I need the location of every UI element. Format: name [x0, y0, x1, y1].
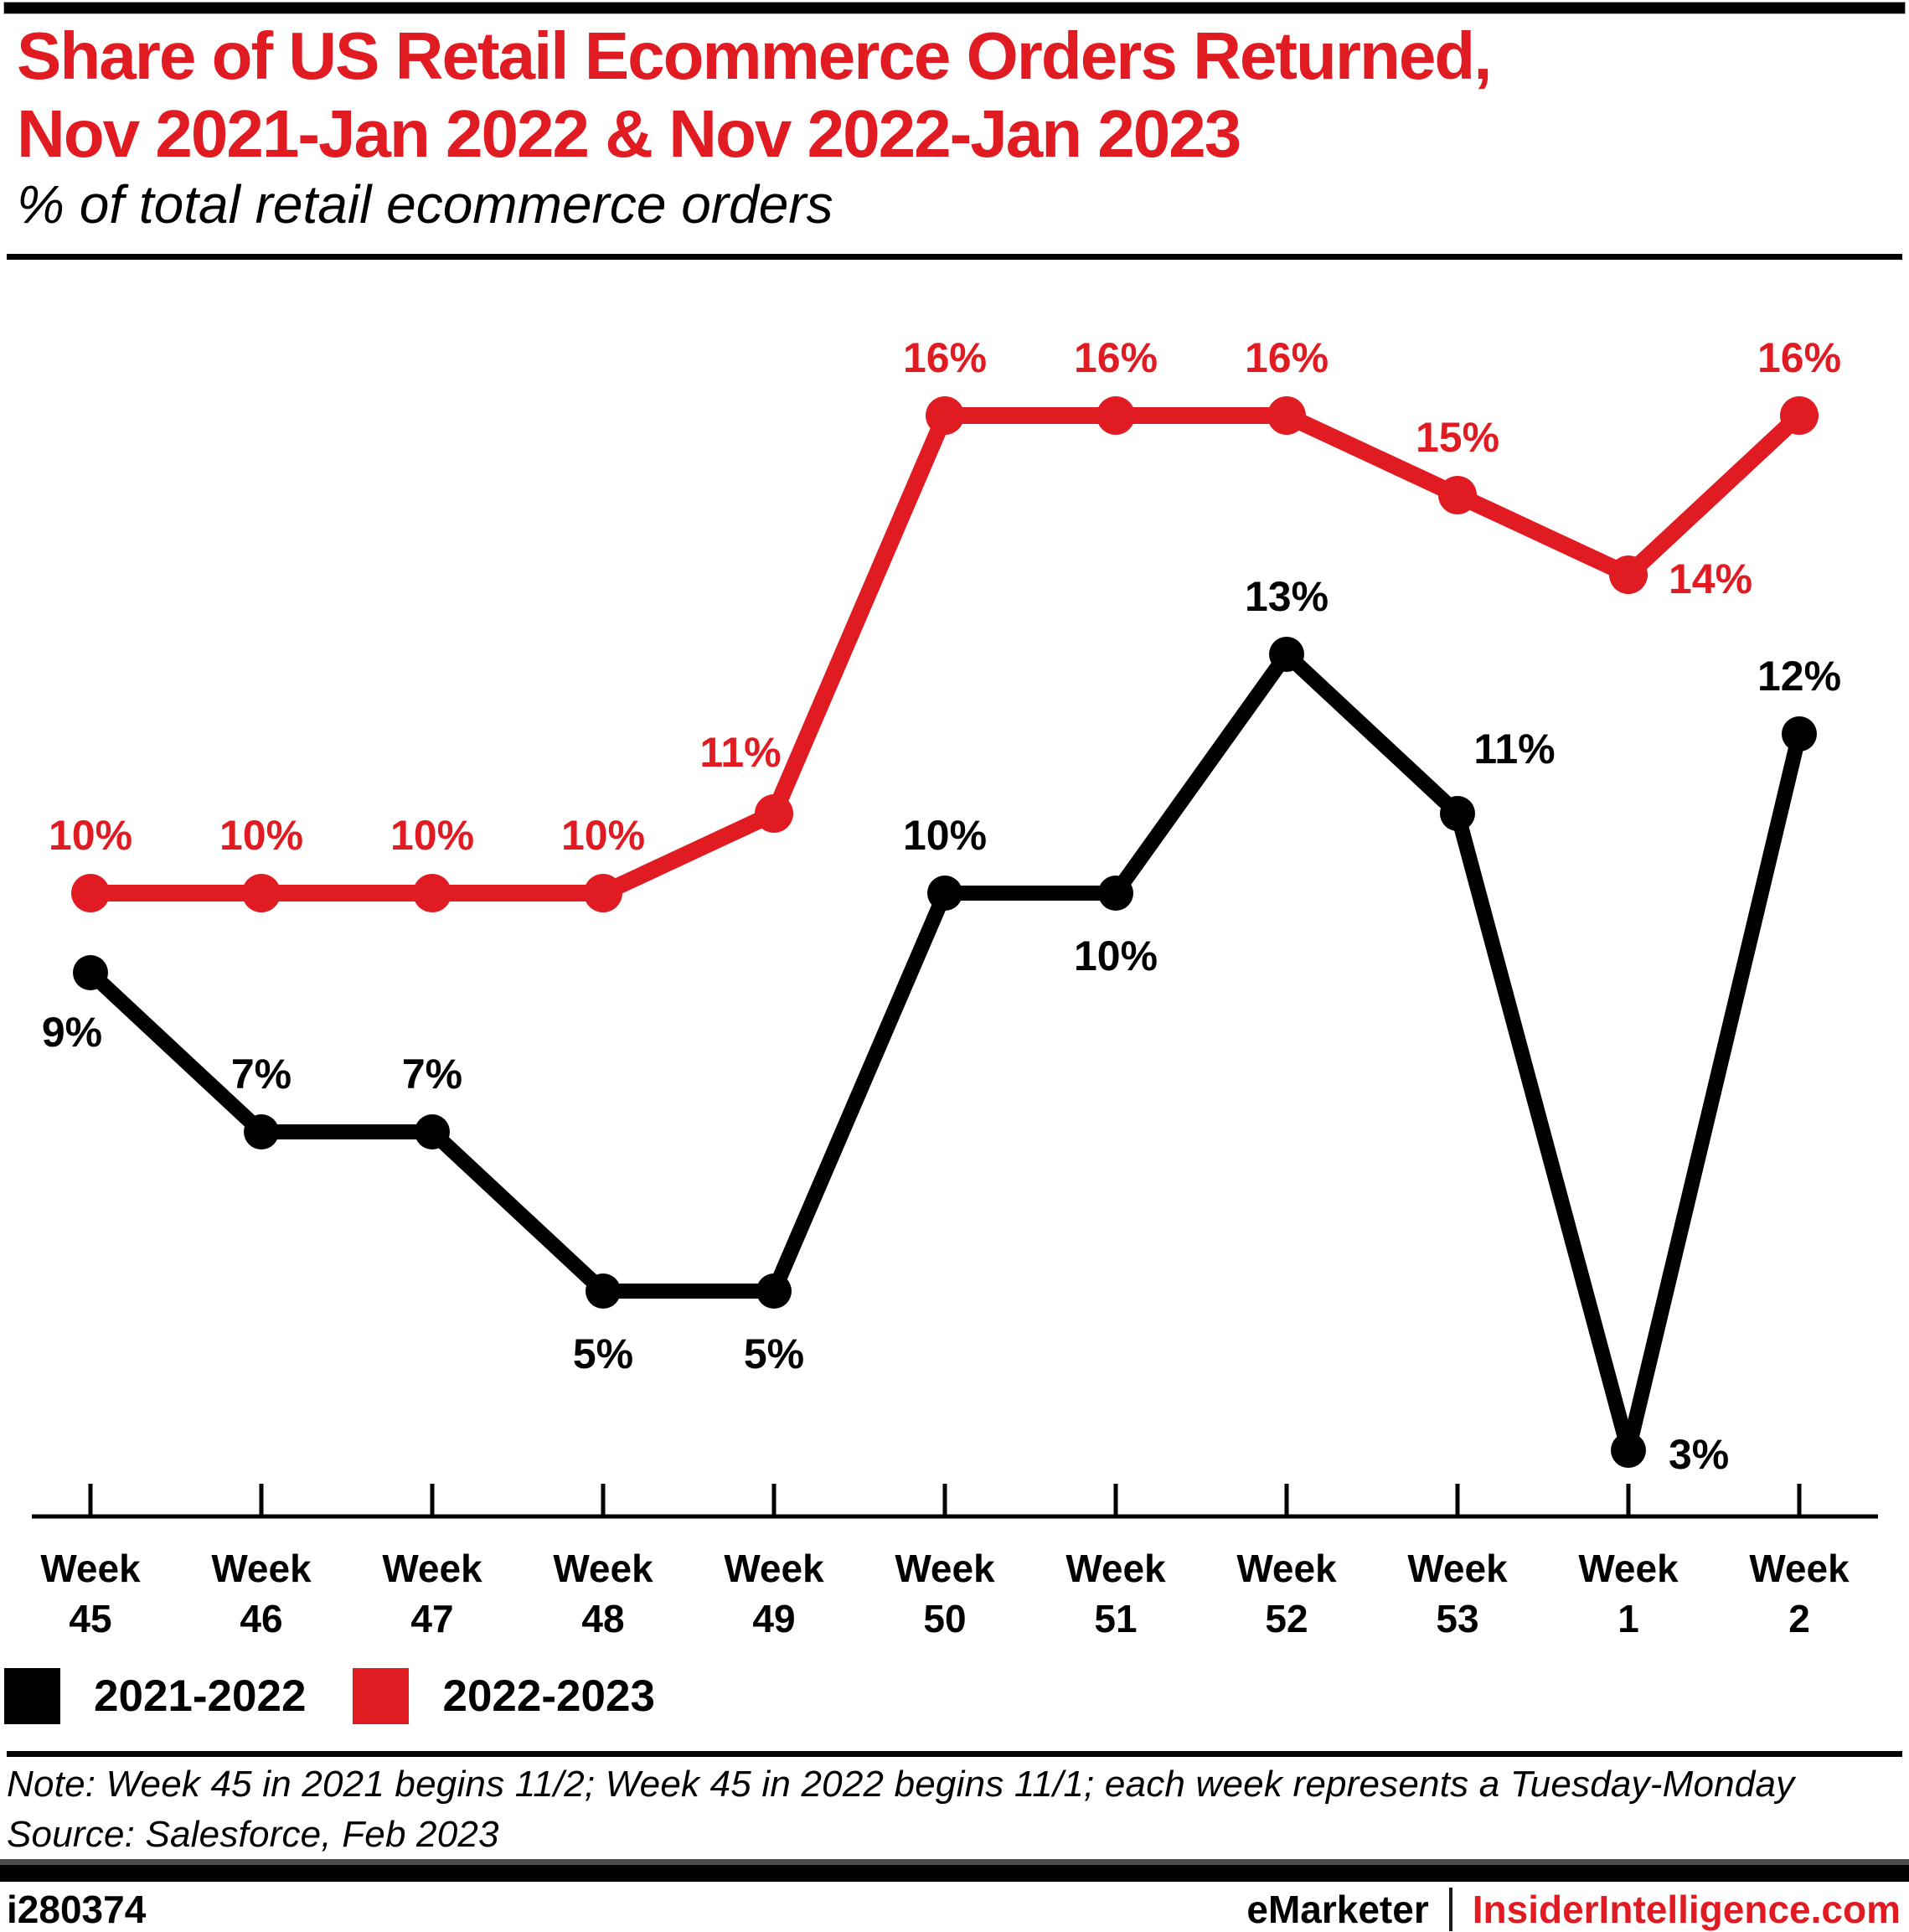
header-divider	[7, 254, 1902, 260]
chart-title: Share of US Retail Ecommerce Orders Retu…	[17, 17, 1892, 173]
data-label: 15%	[1416, 414, 1499, 461]
data-label: 14%	[1669, 555, 1752, 602]
data-label: 16%	[1074, 334, 1158, 381]
data-label: 10%	[1074, 932, 1158, 979]
data-point	[756, 1273, 792, 1309]
emarketer-logo: eMarketer	[1246, 1888, 1429, 1931]
data-point	[755, 794, 793, 833]
data-label: 11%	[699, 729, 781, 776]
chart-subtitle: % of total retail ecommerce orders	[17, 174, 833, 235]
data-point	[1440, 796, 1475, 831]
x-tick-label-number: 49	[752, 1597, 795, 1640]
legend-label: 2021-2022	[94, 1671, 307, 1721]
brand-separator	[1448, 1888, 1452, 1931]
x-tick-label-number: 53	[1436, 1597, 1478, 1640]
x-tick-label-number: 50	[923, 1597, 966, 1640]
data-point	[1267, 396, 1306, 435]
data-label: 7%	[231, 1051, 292, 1098]
data-point	[415, 1114, 450, 1149]
data-point	[1438, 476, 1477, 514]
data-label: 7%	[402, 1051, 462, 1098]
legend-label: 2022-2023	[442, 1671, 655, 1721]
x-tick-label-top: Week	[1749, 1547, 1850, 1590]
data-label: 10%	[49, 812, 132, 859]
data-point	[244, 1114, 279, 1149]
x-tick-label-number: 1	[1617, 1597, 1639, 1640]
data-label: 16%	[1757, 334, 1841, 381]
legend-swatch-red	[353, 1668, 410, 1724]
data-label: 9%	[42, 1009, 102, 1056]
chart-id: i280374	[7, 1888, 147, 1931]
x-tick-label-top: Week	[724, 1547, 824, 1590]
x-tick-label-top: Week	[1407, 1547, 1508, 1590]
data-point	[1780, 396, 1819, 435]
x-tick-label-top: Week	[211, 1547, 312, 1590]
note-text: Note: Week 45 in 2021 begins 11/2; Week …	[7, 1764, 1795, 1805]
x-tick-label-number: 52	[1265, 1597, 1308, 1640]
chart-title-line2: Nov 2021-Jan 2022 & Nov 2022-Jan 2023	[17, 96, 1241, 171]
data-label: 10%	[219, 812, 303, 859]
data-point	[1098, 876, 1133, 911]
data-label: 3%	[1669, 1431, 1729, 1478]
data-label: 11%	[1473, 726, 1555, 772]
data-point	[413, 874, 451, 912]
data-label: 16%	[1245, 334, 1329, 381]
data-label: 16%	[903, 334, 987, 381]
data-point	[584, 874, 622, 912]
data-point	[926, 396, 964, 435]
x-tick-label-top: Week	[1578, 1547, 1679, 1590]
x-tick-label-top: Week	[895, 1547, 995, 1590]
footnote: Note: Week 45 in 2021 begins 11/2; Week …	[7, 1763, 1902, 1857]
legend-item-2021-2022: 2021-2022	[4, 1668, 306, 1724]
x-tick-label-number: 45	[69, 1597, 111, 1640]
x-tick-label-top: Week	[553, 1547, 653, 1590]
footnote-divider	[7, 1751, 1902, 1757]
data-point	[71, 874, 110, 912]
data-point	[1609, 555, 1648, 594]
legend: 2021-2022 2022-2023	[4, 1668, 655, 1724]
top-black-bar	[3, 2, 1906, 14]
legend-item-2022-2023: 2022-2023	[353, 1668, 655, 1724]
data-point	[586, 1273, 621, 1309]
x-tick-label-number: 51	[1094, 1597, 1137, 1640]
data-point	[242, 874, 281, 912]
legend-swatch-black	[4, 1668, 60, 1724]
data-point	[1096, 396, 1135, 435]
x-tick-label-number: 48	[581, 1597, 624, 1640]
data-label: 10%	[561, 812, 645, 859]
data-label: 10%	[390, 812, 474, 859]
x-tick-label-top: Week	[40, 1547, 141, 1590]
brand-group: eMarketer InsiderIntelligence.com	[1246, 1887, 1901, 1932]
x-tick-label-top: Week	[382, 1547, 482, 1590]
data-point	[1782, 716, 1817, 752]
data-point	[1269, 637, 1304, 672]
data-label: 13%	[1245, 573, 1329, 620]
data-point	[927, 876, 962, 911]
data-label: 10%	[903, 812, 987, 859]
footer-black-bar	[0, 1859, 1909, 1882]
data-label: 5%	[744, 1330, 804, 1377]
data-point	[1611, 1433, 1646, 1468]
x-tick-label-number: 2	[1788, 1597, 1810, 1640]
source-text: Source: Salesforce, Feb 2023	[7, 1814, 499, 1855]
x-tick-label-top: Week	[1236, 1547, 1337, 1590]
data-label: 5%	[573, 1330, 633, 1377]
x-tick-label-number: 46	[240, 1597, 282, 1640]
x-tick-label-top: Week	[1065, 1547, 1166, 1590]
series-line-2021-2022	[83, 647, 1807, 1458]
footer: i280374 eMarketer InsiderIntelligence.co…	[7, 1887, 1901, 1932]
data-point	[73, 955, 108, 990]
data-label: 12%	[1757, 653, 1841, 700]
insider-intelligence-link: InsiderIntelligence.com	[1472, 1888, 1901, 1931]
chart-title-line1: Share of US Retail Ecommerce Orders Retu…	[17, 18, 1493, 93]
x-tick-label-number: 47	[410, 1597, 453, 1640]
